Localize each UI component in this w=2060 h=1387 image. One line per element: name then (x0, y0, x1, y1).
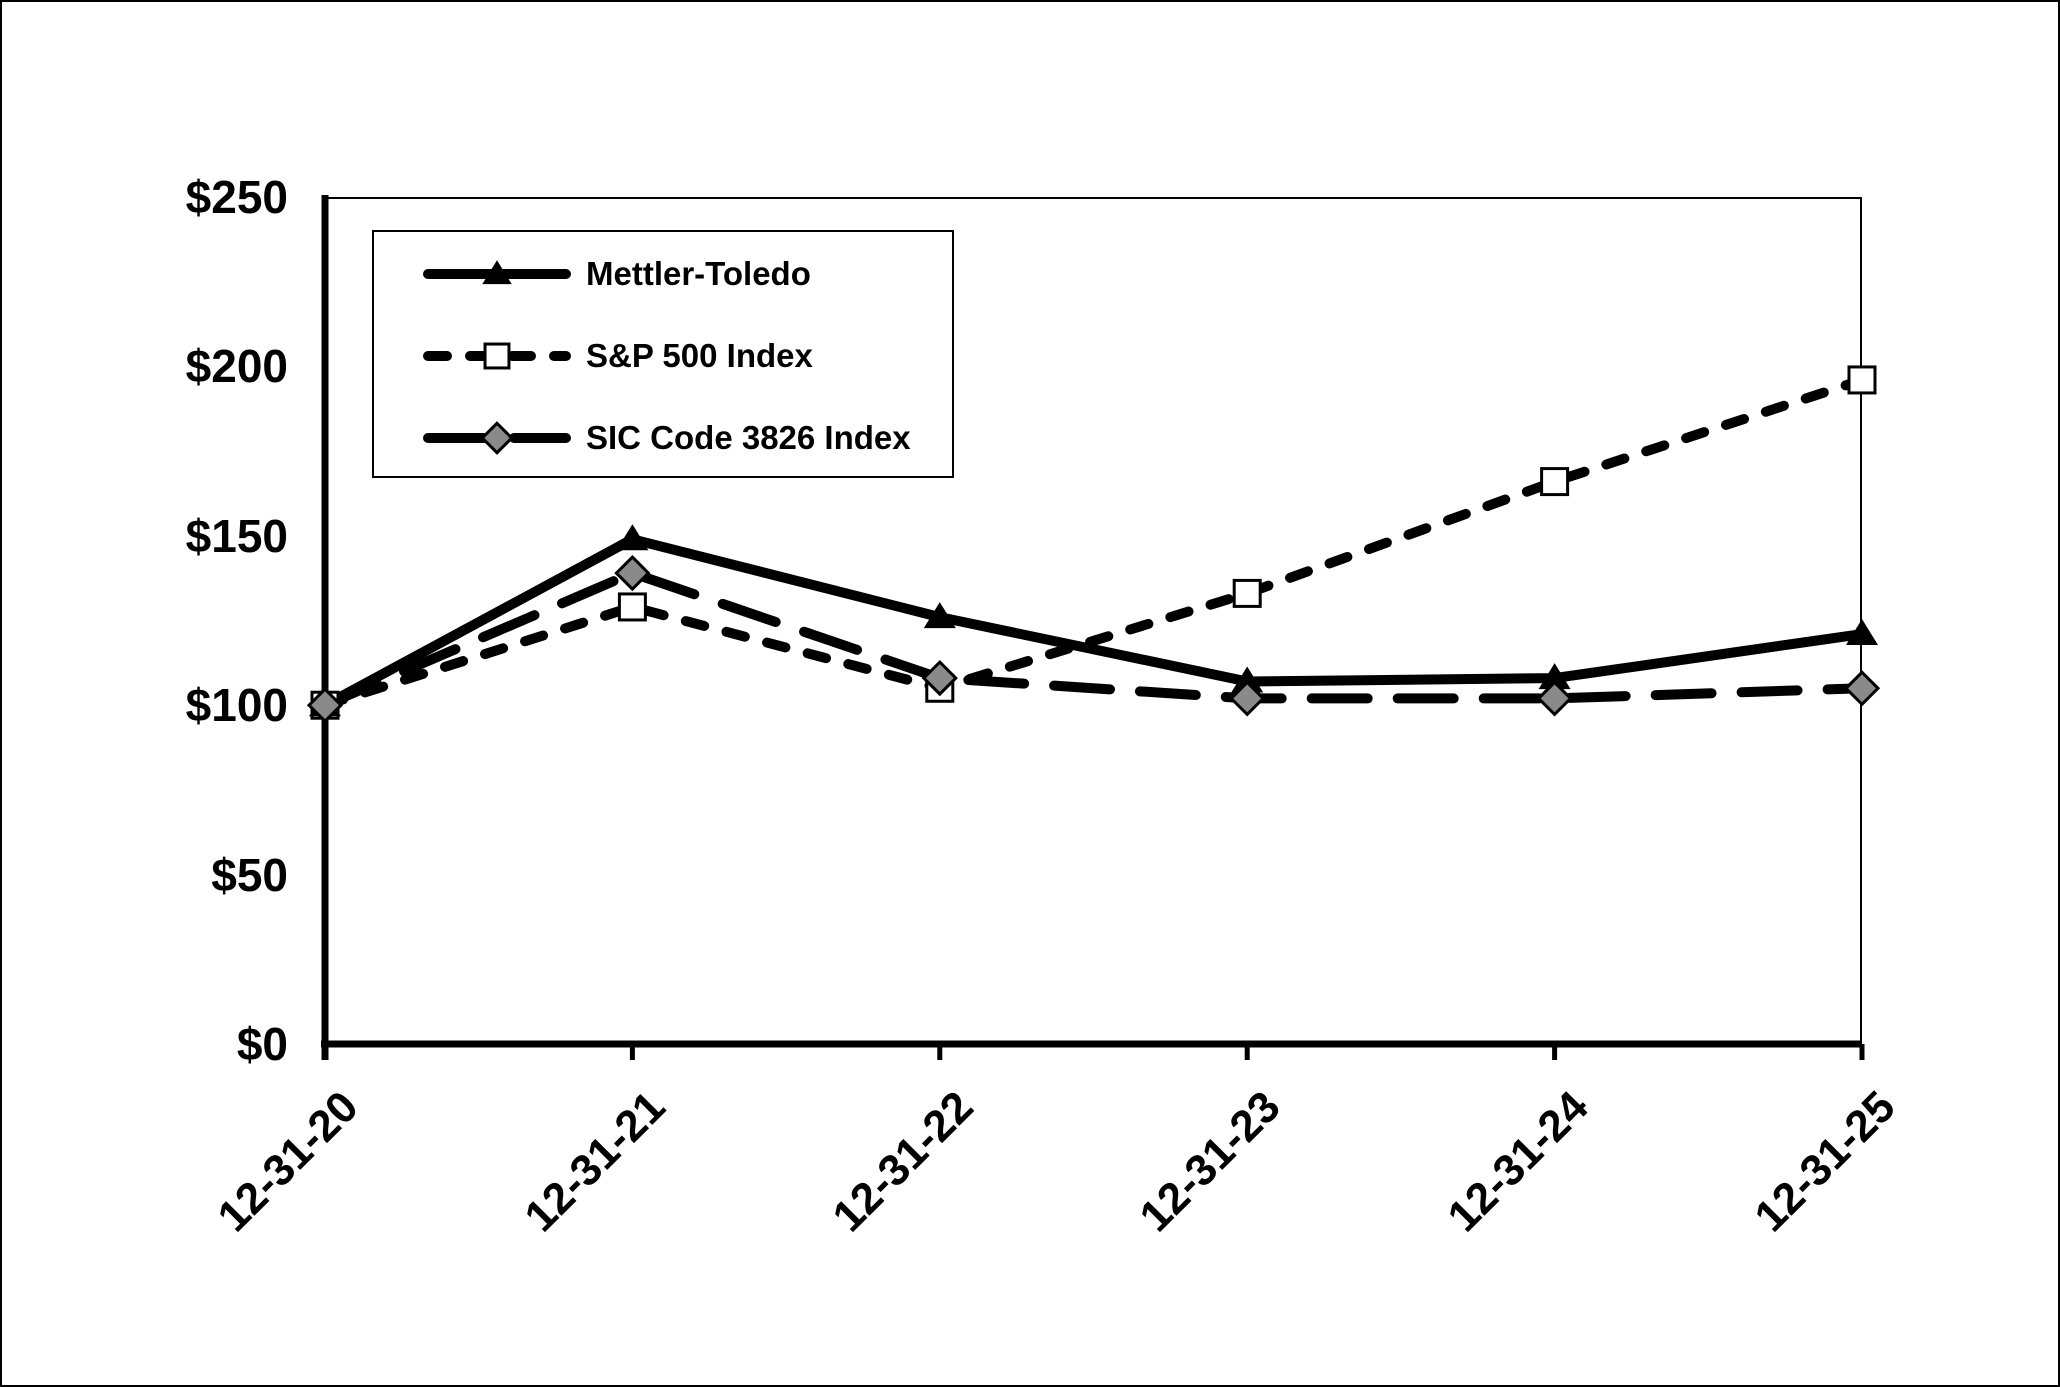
triangle-marker (1538, 663, 1571, 690)
square-marker (1540, 467, 1570, 497)
legend-row: S&P 500 Index (422, 334, 813, 378)
legend-row: Mettler-Toledo (422, 252, 811, 296)
legend-line-sample (423, 342, 571, 370)
legend-label: Mettler-Toledo (586, 255, 811, 292)
series-line-s-p-500-index (320, 374, 1867, 711)
diamond-marker (1843, 670, 1881, 707)
y-tick-label: $100 (185, 679, 288, 732)
square-marker (1232, 578, 1262, 608)
series-line-mettler-toledo (320, 534, 1867, 711)
square-marker (483, 342, 511, 370)
legend-line-sample (423, 421, 571, 455)
legend-line-sample (423, 260, 571, 285)
y-tick-label: $0 (236, 1018, 288, 1070)
diamond-marker (614, 554, 651, 592)
y-tick-label: $250 (185, 171, 288, 223)
legend-label: SIC Code 3826 Index (586, 419, 911, 456)
diamond-marker (1229, 680, 1266, 717)
triangle-marker (923, 602, 956, 629)
legend-label: S&P 500 Index (586, 337, 813, 374)
diamond-marker (921, 659, 958, 697)
triangle-marker (616, 524, 649, 551)
diamond-marker (306, 687, 344, 724)
diamond-marker (1536, 680, 1573, 717)
triangle-marker (482, 260, 512, 285)
diamond-marker (480, 421, 514, 455)
square-marker (617, 592, 647, 622)
triangle-marker (1846, 619, 1878, 646)
legend: Mettler-Toledo S&P 500 Index SIC Code 3826… (372, 230, 954, 478)
y-tick-label: $200 (185, 340, 288, 393)
series-line-sic-code-3826-index (320, 568, 1867, 711)
y-tick-label: $50 (211, 848, 288, 901)
square-marker (1847, 365, 1877, 395)
y-tick-label: $150 (185, 509, 288, 562)
legend-row: SIC Code 3826 Index (422, 416, 911, 460)
triangle-marker (1231, 666, 1264, 693)
